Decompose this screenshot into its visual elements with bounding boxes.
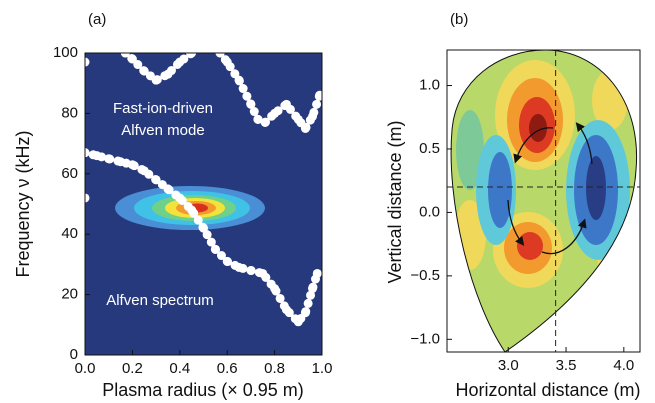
annotation: Alfven mode [121, 122, 204, 139]
x-axis-title: Horizontal distance (m) [455, 380, 640, 400]
x-tick-label: 3.5 [556, 357, 577, 374]
x-tick-label: 0.2 [122, 360, 143, 377]
spectrum-curve [215, 53, 322, 137]
spectrum-curve [120, 53, 197, 86]
x-tick-label: 1.0 [312, 360, 333, 377]
x-tick-label: 4.0 [613, 357, 634, 374]
x-tick-label: 0.8 [264, 360, 285, 377]
y-tick-label: 1.0 [419, 76, 440, 93]
y-tick-label: −1.0 [410, 330, 440, 347]
x-tick-label: 3.0 [498, 357, 519, 374]
plot-frame [446, 49, 641, 353]
annotation: Alfven spectrum [106, 292, 214, 309]
x-tick-label: 0.4 [169, 360, 190, 377]
y-tick-label: 0.5 [419, 140, 440, 157]
y-tick-label: 0 [70, 346, 78, 363]
x-tick-label: 0.0 [75, 360, 96, 377]
y-tick-label: 100 [53, 44, 78, 61]
y-tick-label: 20 [61, 286, 78, 303]
spectrum-curve [85, 148, 322, 329]
annotation: Fast-ion-driven [113, 100, 213, 117]
spectrum-dot [85, 193, 90, 203]
y-tick-label: 80 [61, 104, 78, 121]
y-tick-label: −0.5 [410, 267, 440, 284]
x-tick-label: 0.6 [217, 360, 238, 377]
rotation-arrows [507, 122, 593, 255]
panel-label: (a) [88, 11, 106, 28]
spectrum-dot [85, 57, 90, 67]
panel-label: (b) [450, 11, 468, 28]
y-tick-label: 60 [61, 165, 78, 182]
y-axis-title: Frequency ν (kHz) [13, 130, 33, 277]
plot-frame [84, 52, 323, 356]
y-tick-label: 0.0 [419, 203, 440, 220]
panel-a: Fast-ion-driven Alfven mode Alfven spect… [13, 11, 333, 400]
panel-b: (b) Horizontal distance (m) Vertical dis… [385, 11, 641, 400]
y-axis-title: Vertical distance (m) [385, 120, 405, 283]
x-axis-title: Plasma radius (× 0.95 m) [102, 380, 304, 400]
y-tick-label: 40 [61, 225, 78, 242]
